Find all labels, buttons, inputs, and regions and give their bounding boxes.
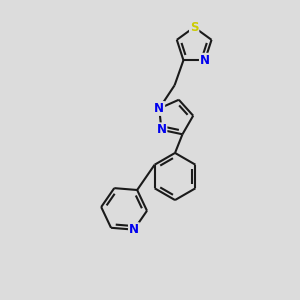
Text: N: N bbox=[154, 102, 164, 115]
Text: N: N bbox=[157, 123, 166, 136]
Text: N: N bbox=[200, 54, 210, 67]
Text: N: N bbox=[129, 223, 139, 236]
Text: S: S bbox=[190, 21, 198, 34]
